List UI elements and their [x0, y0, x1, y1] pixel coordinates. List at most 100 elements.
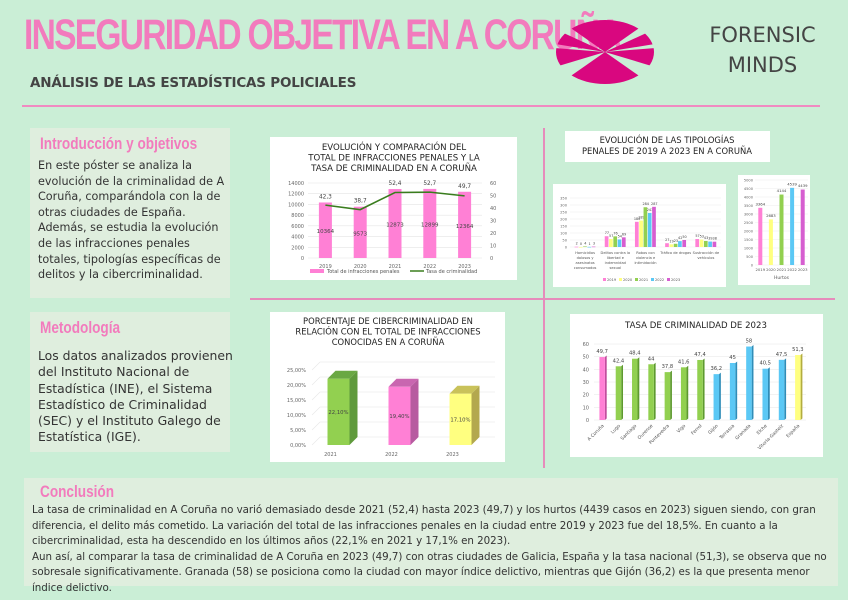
y-tick-label: 150 [560, 225, 568, 229]
x-tick-label: Robos con [636, 251, 654, 255]
bar [665, 243, 669, 247]
y2-tick-label: 10 [490, 244, 496, 250]
bar-label: 10364 [317, 229, 335, 235]
legend-label: Total de infracciones penales [326, 269, 400, 275]
bar [669, 244, 674, 247]
line-label: 42,3 [319, 194, 332, 200]
bar-side [349, 370, 358, 445]
x-tick-label: 2021 [389, 264, 402, 270]
evolution-chart-card: EVOLUCIÓN Y COMPARACIÓN DEL TOTAL DE INFR… [270, 137, 517, 280]
bar [762, 368, 768, 420]
bar-label: 23 [674, 239, 678, 243]
y2-tick-label: 20 [490, 231, 496, 237]
chart-title: PENALES DE 2019 A 2023 EN A CORUÑA [582, 146, 752, 156]
bar [634, 221, 639, 247]
legend-swatch [651, 278, 654, 281]
conclusion-text: La tasa de criminalidad en A Coruña no v… [32, 503, 842, 597]
y-tick-label: 0,00% [290, 443, 306, 449]
chart-title: TOTAL DE INFRACCIONES PENALES Y LA [307, 154, 480, 164]
line-series [325, 191, 465, 211]
bar [643, 207, 648, 247]
bar-label: 47,5 [776, 352, 788, 358]
brand-line-1: FORENSIC [709, 23, 816, 47]
poster-title: INSEGURIDAD OBJETIVA EN A CORUÑA [24, 11, 622, 59]
line-label: 52,4 [389, 181, 402, 187]
x-tick-label: violencia e [636, 256, 656, 260]
bar-side [735, 361, 738, 420]
bar-label: 51,3 [792, 347, 804, 353]
bar-side [784, 358, 787, 420]
line-label: 52,7 [423, 181, 436, 187]
y2-tick-label: 50 [490, 194, 496, 200]
y-tick-label: 1500 [744, 238, 754, 242]
bar-side [471, 385, 480, 445]
bar [746, 346, 752, 420]
x-tick-label: Homicidios [575, 251, 595, 255]
legend-swatch [310, 269, 324, 273]
bar-side [653, 362, 656, 420]
x-tick-label: 2021 [324, 452, 337, 458]
y-tick-label: 0 [565, 246, 568, 250]
bar-label: 4539 [787, 181, 797, 186]
bar-label: 2683 [766, 213, 776, 218]
cybercrime-chart-card: PORCENTAJE DE CIBERCRIMINALIDAD EN RELACI… [270, 312, 505, 462]
methodology-heading: Metodología [40, 318, 121, 337]
bar-label: 58 [746, 339, 753, 345]
y-tick-label: 50 [562, 239, 567, 243]
header-divider [22, 105, 820, 107]
bar-side [621, 364, 624, 420]
line-label: 49,7 [458, 184, 471, 190]
bar-label: 42,4 [613, 358, 625, 364]
legend-label: 2020 [623, 278, 633, 282]
bar-label: 12873 [386, 223, 404, 229]
bar [697, 359, 703, 420]
bar [699, 239, 704, 247]
bar [388, 189, 402, 258]
methodology-text: Los datos analizados provienen del Insti… [38, 348, 233, 445]
conclusion-heading: Conclusión [40, 482, 115, 501]
gridline [311, 436, 495, 446]
bar-label: 38 [713, 237, 717, 241]
x-tick-label: Santiago [620, 423, 639, 442]
y-tick-label: 3500 [744, 204, 754, 208]
bar [729, 363, 736, 420]
bar-label: 0 [580, 242, 582, 246]
legend-swatch [667, 278, 670, 281]
x-tick-label: 2023 [458, 264, 471, 270]
bar [621, 237, 626, 247]
bar [712, 241, 717, 247]
bar [613, 236, 618, 247]
x-tick-label: 2021 [777, 267, 787, 272]
bar [648, 364, 654, 420]
bar-side [670, 370, 672, 420]
bar-label: 36,2 [711, 366, 723, 372]
legend-label: 2021 [639, 278, 648, 282]
bar [713, 374, 720, 420]
bar-label: 180 [634, 217, 640, 221]
y-tick-label: 25,00% [287, 368, 306, 374]
chart-title: EVOLUCIÓN Y COMPARACIÓN DEL [322, 141, 467, 153]
y-tick-label: 30 [583, 380, 589, 386]
y-tick-label: 20,00% [287, 383, 306, 389]
bar-label: 49,7 [596, 349, 608, 355]
chart-title: RELACIÓN CON EL TOTAL DE INFRACCIONES [295, 326, 480, 337]
y-tick-label: 2000 [291, 245, 304, 251]
horizontal-divider [250, 298, 835, 300]
bar-label: 12364 [456, 224, 474, 230]
y-tick-label: 12000 [288, 192, 304, 198]
bar-side [637, 357, 640, 420]
conclusion-paragraph-2: Aun así, al comparar la tasa de criminal… [32, 550, 827, 594]
bar [388, 386, 411, 445]
bar [652, 206, 656, 247]
bar-label: 42 [678, 236, 682, 240]
bar [639, 220, 643, 247]
bar [673, 243, 678, 247]
y-tick-label: 2500 [744, 221, 754, 225]
x-tick-label: dolosos y [577, 256, 595, 260]
bar [327, 378, 350, 445]
bar [591, 246, 596, 248]
conclusion-panel: Conclusión La tasa de criminalidad en A … [24, 478, 838, 594]
y-tick-label: 4000 [744, 196, 754, 200]
